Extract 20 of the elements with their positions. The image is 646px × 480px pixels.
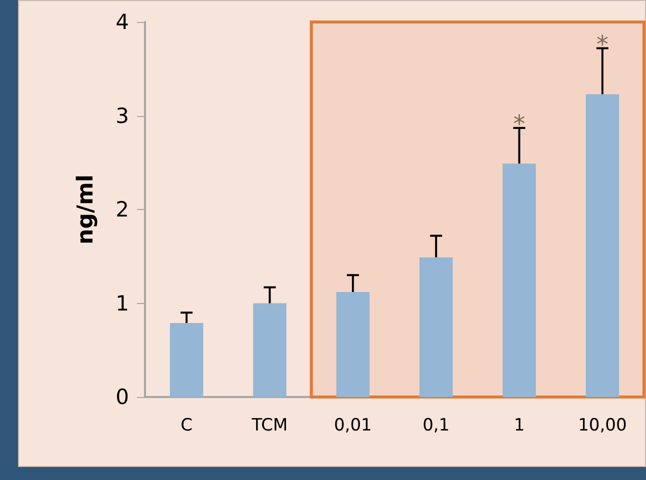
x-tick-label: 0,1 <box>422 416 450 436</box>
bar <box>586 94 620 397</box>
x-tick-label: 10,00 <box>578 416 627 436</box>
x-tick-label: 1 <box>514 416 525 436</box>
x-tick-label: 0,01 <box>334 416 372 436</box>
x-tick-label: TCM <box>250 416 288 436</box>
y-tick-label: 2 <box>116 198 129 222</box>
bar <box>502 164 536 397</box>
y-tick-label: 4 <box>116 10 129 34</box>
bar <box>253 303 286 397</box>
annotation: * <box>596 30 608 58</box>
x-tick-label: C <box>180 416 193 436</box>
y-tick-label: 3 <box>116 104 129 128</box>
bar <box>170 322 204 397</box>
y-tick-label: 0 <box>116 385 129 409</box>
bar <box>336 292 370 397</box>
y-tick-label: 1 <box>116 291 129 316</box>
bar <box>419 257 453 397</box>
annotation: * <box>513 110 526 138</box>
y-axis-title: ng/ml <box>74 174 98 244</box>
